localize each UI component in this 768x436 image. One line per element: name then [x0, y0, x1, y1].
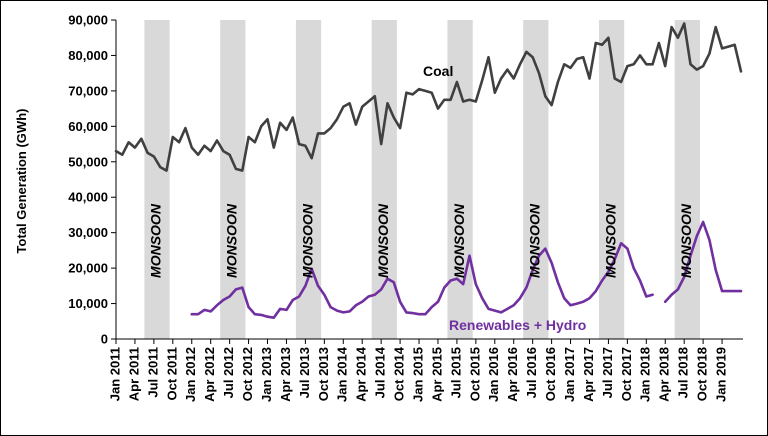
x-tick-label: Jul 2011: [145, 347, 160, 398]
monsoon-band: [371, 20, 397, 339]
y-tick-label: 30,000: [68, 225, 108, 240]
x-tick-label: Jan 2017: [562, 347, 577, 402]
labels-layer: MONSOON MONSOON MONSOON MONSOON MONSOON MONSO…: [148, 203, 694, 278]
monsoon-label: MONSOON: [375, 203, 391, 278]
y-tick-label: 70,000: [68, 83, 108, 98]
x-tick-label: Oct 2017: [619, 347, 634, 401]
x-tick-label: Apr 2015: [429, 347, 444, 402]
x-tick-label: Apr 2011: [126, 347, 141, 401]
monsoon-band: [144, 20, 170, 339]
y-tick-label: 90,000: [68, 13, 108, 28]
y-tick-label: 0: [101, 332, 108, 347]
x-tick-label: Jul 2015: [448, 347, 463, 398]
x-tick-label: Apr 2016: [505, 347, 520, 402]
x-tick-label: Jan 2011: [107, 347, 122, 401]
x-tick-label: Jul 2017: [600, 347, 615, 398]
x-tick-label: Oct 2015: [467, 347, 482, 401]
monsoon-band: [295, 20, 322, 339]
x-tick-label: Jul 2018: [676, 347, 691, 398]
series-layer: [114, 22, 743, 319]
x-tick-label: Oct 2013: [316, 347, 331, 401]
x-tick-label: Jan 2015: [410, 347, 425, 402]
y-tick-label: 60,000: [68, 119, 108, 134]
x-tick-label: Oct 2011: [164, 347, 179, 401]
x-tick-label: Jan 2012: [183, 347, 198, 402]
x-tick-label: Apr 2014: [354, 346, 369, 402]
axes: 0 10,000 20,000 30,000 40,000 50,000 60,000 70,…: [68, 13, 743, 402]
x-tick-label: Apr 2017: [581, 347, 596, 402]
monsoon-label: MONSOON: [527, 203, 543, 278]
x-tick-label: Jan 2019: [713, 347, 728, 402]
x-tick-label: Jul 2016: [524, 347, 539, 398]
y-tick-label: 10,000: [68, 296, 108, 311]
y-tick-label: 40,000: [68, 190, 108, 205]
monsoon-label: MONSOON: [451, 203, 467, 278]
renewables-series-label: Renewables + Hydro: [449, 317, 586, 333]
x-tick-label: Apr 2012: [202, 347, 217, 402]
x-tick-label: Oct 2016: [543, 347, 558, 401]
x-tick-label: Apr 2013: [278, 347, 293, 402]
x-tick-label: Apr 2018: [657, 347, 672, 402]
x-tick-label: Jan 2014: [335, 346, 350, 402]
coal-series-label: Coal: [423, 63, 453, 79]
monsoon-band: [447, 20, 473, 339]
y-axis-label: Total Generation (GWh): [14, 109, 29, 254]
x-tick-label: Jul 2012: [221, 347, 236, 398]
x-tick-label: Jan 2016: [486, 347, 501, 402]
x-tick-label: Jul 2013: [297, 347, 312, 398]
monsoon-label: MONSOON: [678, 203, 694, 278]
y-tick-label: 50,000: [68, 154, 108, 169]
x-tick-label: Jan 2018: [638, 347, 653, 402]
monsoon-label: MONSOON: [148, 203, 164, 278]
x-tick-label: Oct 2018: [695, 347, 710, 401]
monsoon-label: MONSOON: [602, 203, 618, 278]
x-tick-label: Oct 2012: [240, 347, 255, 401]
y-tick-label: 80,000: [68, 48, 108, 63]
monsoon-label: MONSOON: [223, 203, 239, 278]
renewables-hydro-series-line: [190, 220, 743, 319]
x-tick-label: Jan 2013: [259, 347, 274, 402]
x-tick-label: Oct 2014: [392, 346, 407, 401]
monsoon-band: [598, 20, 625, 339]
y-tick-label: 20,000: [68, 261, 108, 276]
monsoon-band: [220, 20, 246, 339]
coal-series-line: [114, 22, 743, 172]
monsoon-label: MONSOON: [299, 203, 315, 278]
x-tick-label: Jul 2014: [373, 346, 388, 398]
